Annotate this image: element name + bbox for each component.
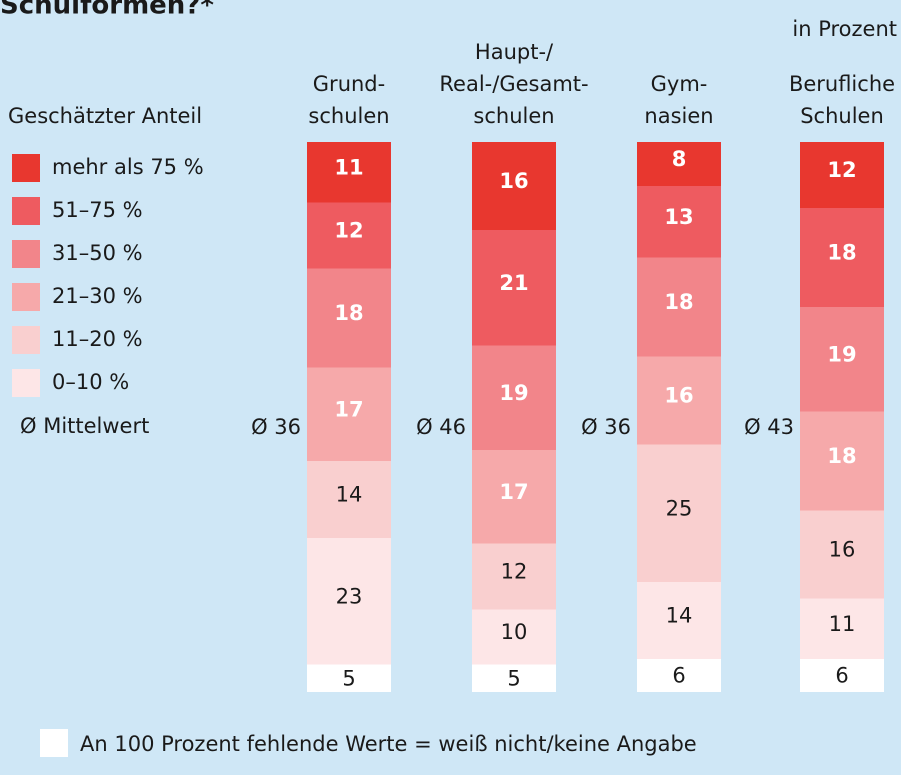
data-label: 18 bbox=[334, 301, 363, 325]
data-label: 18 bbox=[827, 444, 856, 468]
legend-swatch bbox=[12, 369, 40, 397]
mean-label: Ø 36 bbox=[581, 415, 631, 439]
data-label: 6 bbox=[835, 664, 848, 688]
bar-segment bbox=[637, 582, 721, 659]
legend-label: 51–75 % bbox=[52, 198, 143, 222]
data-label: 10 bbox=[501, 620, 528, 644]
data-label: 19 bbox=[827, 342, 856, 366]
legend-swatch bbox=[12, 326, 40, 354]
data-label: 12 bbox=[827, 158, 856, 182]
category-label: Real-/Gesamt- bbox=[439, 72, 588, 96]
data-label: 25 bbox=[666, 496, 693, 520]
bar-segment bbox=[307, 268, 391, 368]
data-label: 11 bbox=[334, 155, 363, 179]
data-label: 14 bbox=[666, 604, 693, 628]
data-label: 16 bbox=[829, 538, 856, 562]
mean-label: Ø 43 bbox=[744, 415, 794, 439]
data-label: 21 bbox=[499, 271, 528, 295]
bar-segment bbox=[307, 664, 391, 692]
bar-segment bbox=[637, 444, 721, 582]
bar-segment bbox=[800, 142, 884, 208]
legend-swatch bbox=[12, 197, 40, 225]
category-label: nasien bbox=[644, 104, 713, 128]
data-label: 12 bbox=[501, 560, 528, 584]
mean-legend: Ø Mittelwert bbox=[20, 414, 149, 438]
data-label: 23 bbox=[336, 584, 363, 608]
bar-segment bbox=[800, 659, 884, 692]
bar-segment bbox=[637, 186, 721, 258]
bar-segment bbox=[472, 450, 556, 544]
bar-segment bbox=[307, 202, 391, 269]
data-label: 13 bbox=[664, 205, 693, 229]
data-label: 5 bbox=[342, 666, 355, 690]
bar-segment bbox=[307, 142, 391, 203]
legend-swatch bbox=[12, 240, 40, 268]
data-label: 17 bbox=[334, 397, 363, 421]
category-label: Gym- bbox=[651, 72, 708, 96]
legend-swatch bbox=[40, 729, 68, 757]
category-label: schulen bbox=[308, 104, 389, 128]
legend-label: 0–10 % bbox=[52, 370, 129, 394]
bar-segment bbox=[307, 461, 391, 538]
data-label: 14 bbox=[336, 483, 363, 507]
data-label: 6 bbox=[672, 664, 685, 688]
bar-segment bbox=[472, 142, 556, 230]
subtitle: in Prozent bbox=[792, 17, 897, 41]
category-label: Schulen bbox=[800, 104, 884, 128]
legend-label: mehr als 75 % bbox=[52, 155, 204, 179]
mean-label: Ø 36 bbox=[251, 415, 301, 439]
data-label: 8 bbox=[672, 147, 687, 171]
data-label: 11 bbox=[829, 612, 856, 636]
legend-swatch bbox=[12, 283, 40, 311]
category-label: Haupt-/ bbox=[475, 40, 554, 64]
bar-segment bbox=[472, 345, 556, 450]
data-label: 12 bbox=[334, 219, 363, 243]
bar-segment bbox=[472, 543, 556, 610]
category-label: schulen bbox=[473, 104, 554, 128]
bar-segment bbox=[800, 208, 884, 307]
bar-segment bbox=[800, 598, 884, 659]
legend-title: Geschätzter Anteil bbox=[8, 104, 202, 128]
legend-label: 31–50 % bbox=[52, 241, 143, 265]
bar-segment bbox=[472, 230, 556, 346]
bar-segment bbox=[800, 510, 884, 599]
bar-segment bbox=[472, 664, 556, 692]
data-label: 16 bbox=[664, 384, 693, 408]
bar-segment bbox=[307, 367, 391, 461]
category-label: Grund- bbox=[313, 72, 385, 96]
bar-segment bbox=[637, 257, 721, 357]
chart-title: Schulformen?* bbox=[0, 0, 214, 21]
bar-segment bbox=[472, 609, 556, 665]
data-label: 17 bbox=[499, 480, 528, 504]
bar-segment bbox=[637, 659, 721, 692]
bar-segment bbox=[637, 356, 721, 445]
data-label: 18 bbox=[827, 241, 856, 265]
legend-swatch bbox=[12, 154, 40, 182]
bar-segment bbox=[800, 307, 884, 412]
data-label: 5 bbox=[507, 666, 520, 690]
bar-segment bbox=[637, 142, 721, 186]
legend-label: 21–30 % bbox=[52, 284, 143, 308]
bar-segment bbox=[307, 538, 391, 665]
bar-segment bbox=[800, 411, 884, 511]
category-label: Berufliche bbox=[789, 72, 895, 96]
mean-label: Ø 46 bbox=[416, 415, 466, 439]
data-label: 16 bbox=[499, 169, 528, 193]
data-label: 19 bbox=[499, 381, 528, 405]
legend-label: An 100 Prozent fehlende Werte = weiß nic… bbox=[80, 732, 697, 756]
data-label: 18 bbox=[664, 290, 693, 314]
legend-label: 11–20 % bbox=[52, 327, 143, 351]
